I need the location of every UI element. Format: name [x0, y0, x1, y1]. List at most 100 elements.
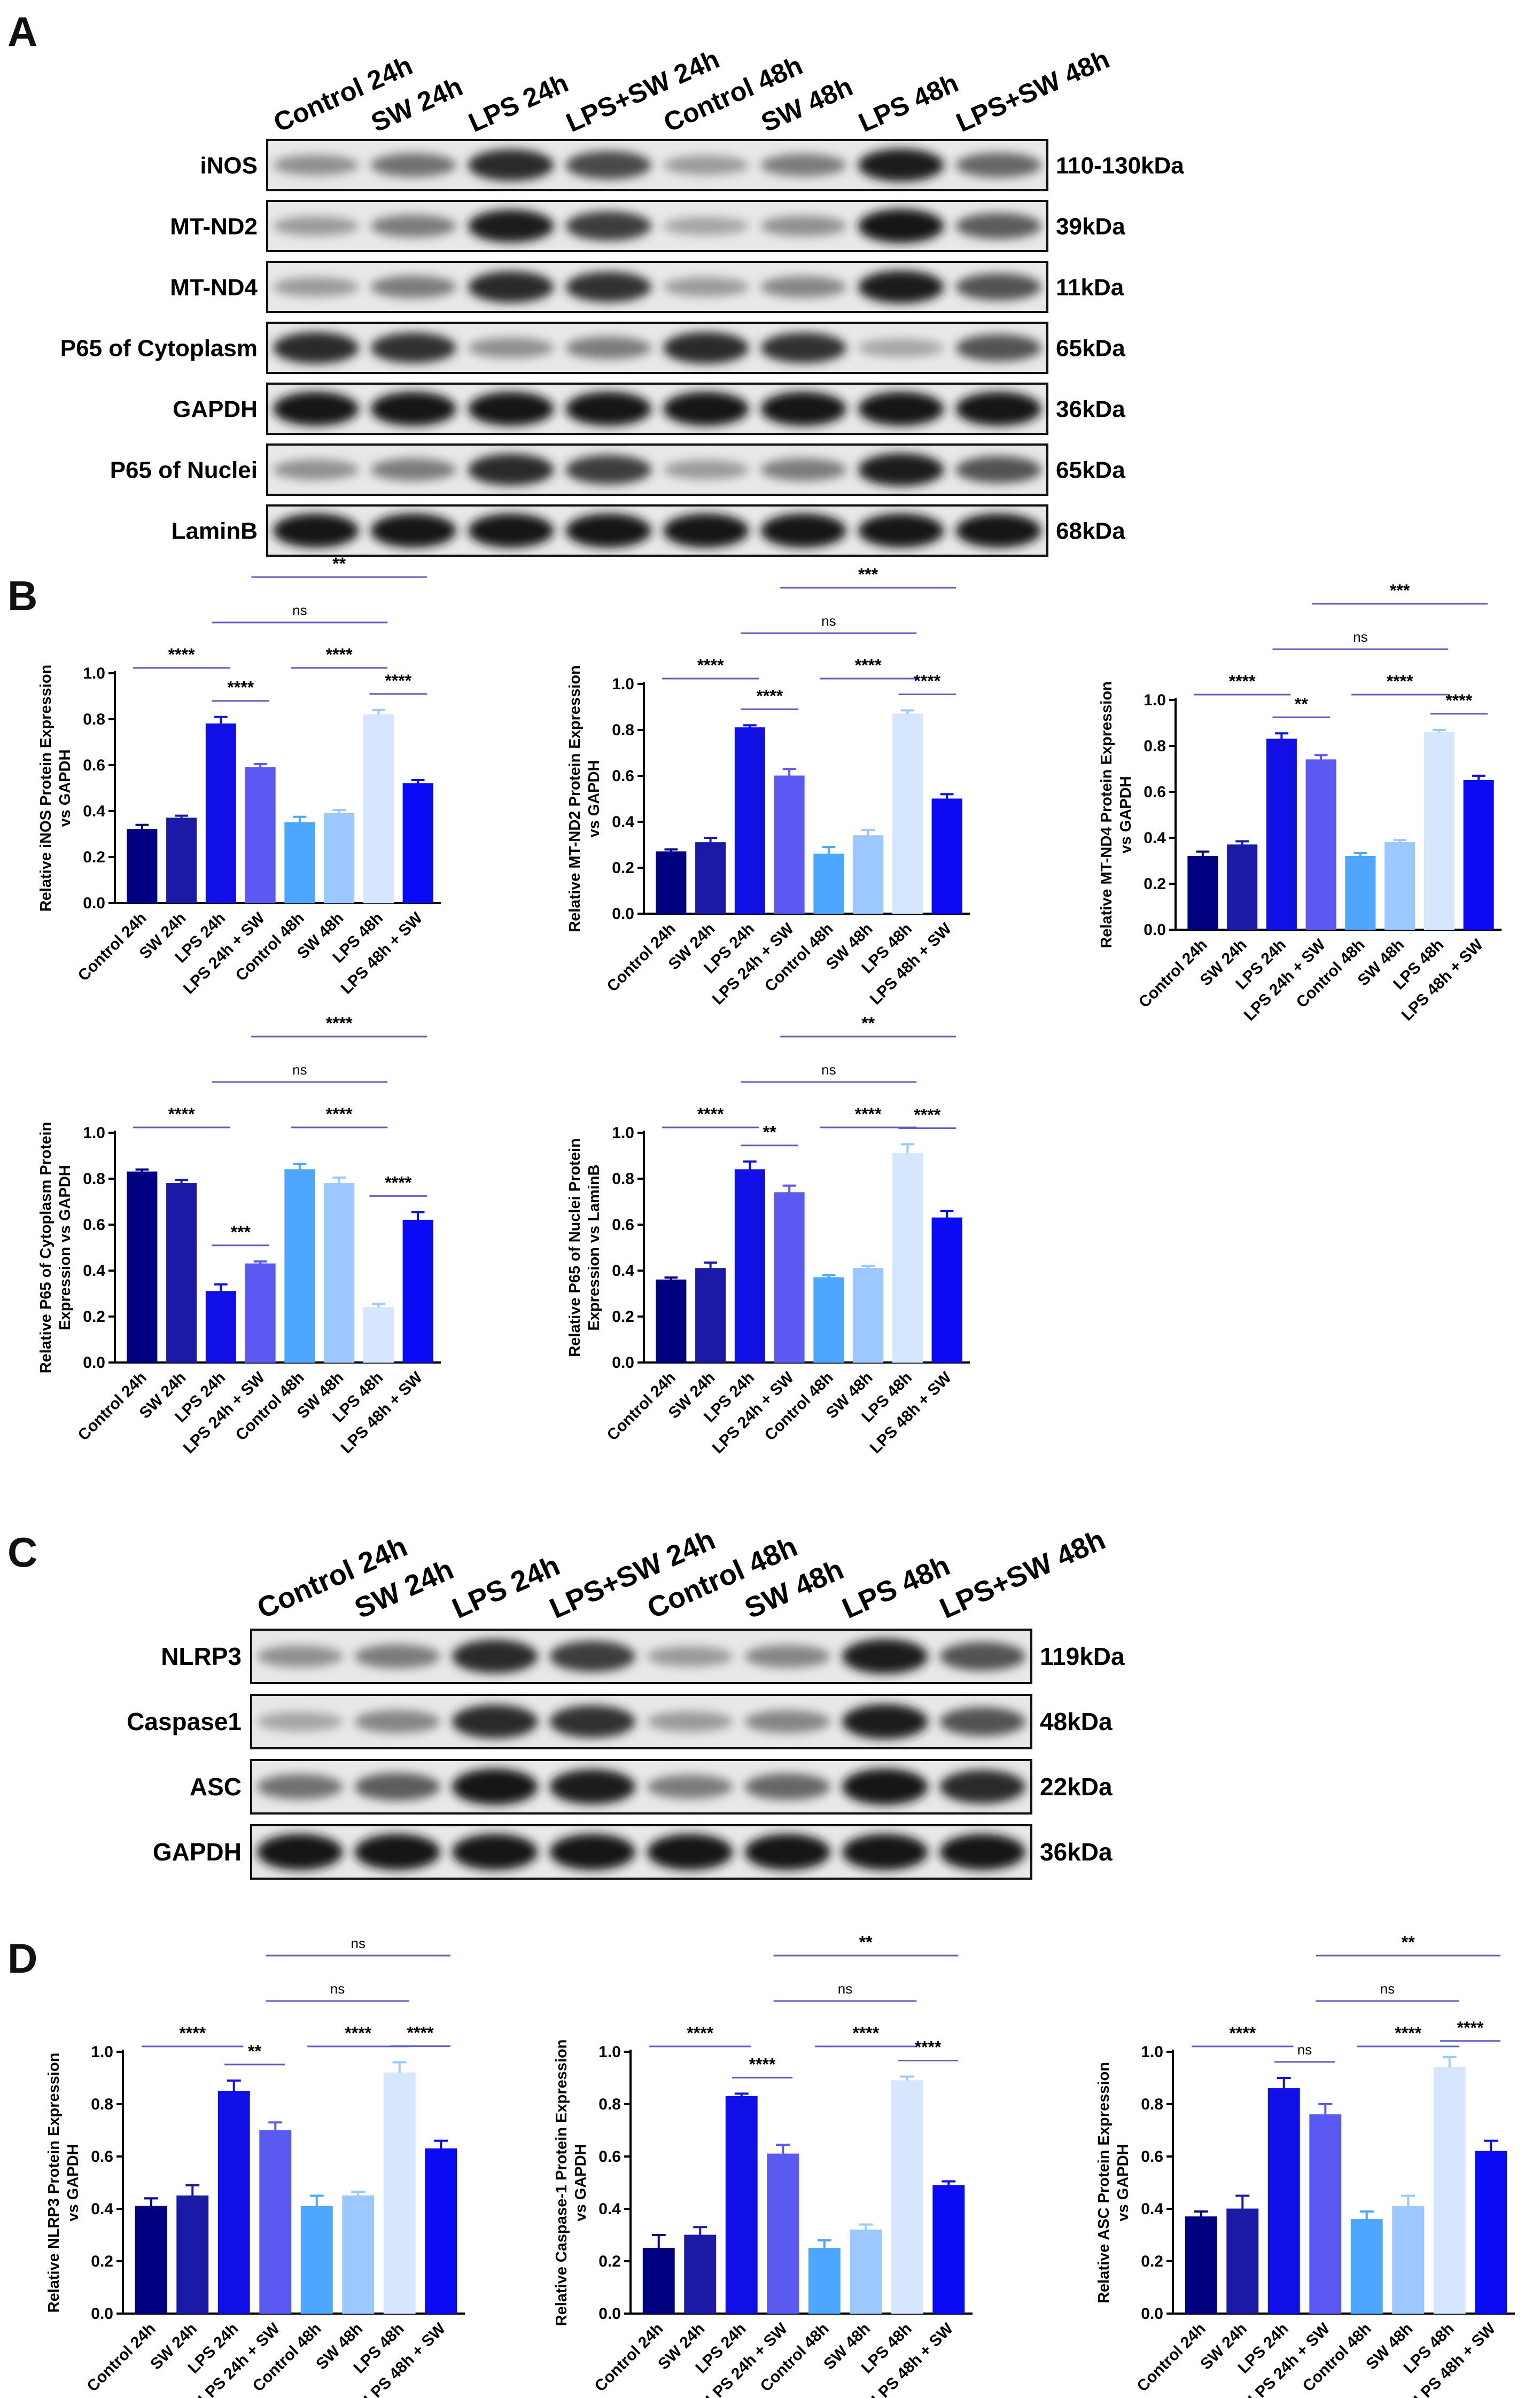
significance-label: ns: [1353, 629, 1367, 645]
bar-3: [774, 775, 805, 914]
bar-5: [1385, 842, 1415, 930]
blot-a-band: [370, 458, 457, 481]
blot-a-kda-label: 39kDa: [1056, 213, 1125, 239]
bar-7: [932, 2185, 965, 2314]
significance-label: ns: [330, 1981, 345, 1997]
panel-letter-c: C: [7, 1529, 38, 1576]
blot-c-band: [452, 1834, 538, 1870]
y-tick-label: 0.2: [612, 859, 634, 877]
blot-a-band: [858, 209, 944, 243]
blot-a-band: [760, 276, 847, 298]
blot-c-band: [452, 1639, 538, 1673]
bar-4: [284, 1169, 315, 1363]
y-tick-label: 0.8: [83, 711, 105, 728]
bar-6: [1433, 2067, 1466, 2314]
y-tick-label: 0.8: [83, 1170, 105, 1188]
blot-a-band: [468, 454, 554, 486]
bar-6: [1424, 731, 1455, 930]
y-tick-label: 0.4: [598, 2200, 621, 2218]
y-tick-label: 0.0: [1144, 921, 1166, 939]
blot-c-band: [647, 1711, 733, 1732]
bar-2: [1266, 738, 1297, 930]
chart-d3: 0.0 0.2 0.4 0.6 0.8 1.0 Relative ASC Protein E…: [1095, 1933, 1515, 2398]
chart-d1: 0.0 0.2 0.4 0.6 0.8 1.0 Relative NLRP3 Protein…: [45, 1935, 465, 2398]
blot-a-kda-label: 11kDa: [1056, 274, 1124, 300]
bar-0: [656, 1279, 687, 1363]
y-tick-label: 0.4: [1144, 829, 1166, 847]
y-tick-label: 1.0: [612, 1124, 634, 1142]
y-tick-label: 1.0: [1141, 2043, 1163, 2061]
blot-a-band: [663, 332, 749, 364]
y-tick-label: 0.0: [598, 2305, 621, 2323]
significance-label: ****: [1395, 2023, 1421, 2043]
blot-a-row: [266, 443, 1048, 496]
blot-a-band: [565, 271, 652, 302]
y-axis-label: Relative iNOS Protein Expression: [37, 665, 55, 912]
blot-a-band: [663, 513, 749, 548]
blot-a-protein-label: P65 of Cytoplasm: [60, 335, 258, 361]
y-tick-label: 0.2: [598, 2253, 621, 2270]
blot-a-band: [273, 277, 359, 297]
y-tick-label: 0.4: [83, 803, 105, 820]
blot-c-band: [256, 1645, 343, 1668]
bar-3: [767, 2153, 799, 2314]
blot-a-band: [468, 149, 554, 181]
bar-2: [734, 1169, 765, 1363]
y-tick-label: 0.6: [612, 767, 634, 785]
bar-1: [695, 842, 726, 914]
y-tick-label: 0.2: [1144, 875, 1166, 893]
blot-c-row: [250, 1694, 1032, 1749]
significance-label: **: [763, 1123, 776, 1142]
bar-3: [774, 1192, 805, 1363]
significance-label: ****: [1229, 672, 1256, 691]
y-tick-label: 1.0: [83, 665, 105, 682]
y-tick-label: 0.4: [91, 2200, 113, 2218]
significance-label: ****: [697, 656, 724, 675]
panel-letter-b: B: [7, 572, 38, 619]
blot-a-protein-label: MT-ND2: [170, 213, 258, 239]
blot-a-band: [955, 152, 1042, 178]
bar-0: [127, 829, 158, 904]
blot-a-band: [858, 338, 944, 357]
chart-b2: 0.0 0.2 0.4 0.6 0.8 1.0 Relative MT-ND2 Protei…: [566, 565, 970, 1008]
blot-c-band: [842, 1834, 928, 1870]
bar-1: [1226, 2208, 1259, 2314]
bar-2: [205, 1291, 236, 1363]
bar-2: [217, 2091, 250, 2314]
blot-c-band: [549, 1769, 636, 1804]
significance-label: **: [859, 1933, 873, 1952]
x-tick-label: Control 24h: [1134, 2320, 1209, 2395]
blot-a-band: [370, 392, 457, 426]
bar-6: [363, 1307, 394, 1363]
bar-0: [656, 851, 687, 914]
significance-label: ****: [326, 1104, 353, 1124]
significance-label: ****: [326, 645, 353, 664]
blot-c-kda-label: 48kDa: [1040, 1708, 1113, 1735]
y-axis-label: vs GAPDH: [572, 2144, 589, 2221]
blot-c-band: [744, 1834, 831, 1870]
bar-5: [850, 2229, 882, 2314]
blot-c-band: [842, 1769, 928, 1805]
y-tick-label: 1.0: [612, 675, 634, 693]
y-tick-label: 1.0: [598, 2043, 621, 2061]
blot-a-band: [468, 209, 554, 243]
bar-6: [363, 714, 394, 904]
y-tick-label: 0.0: [612, 1354, 634, 1372]
blot-c-band: [842, 1704, 928, 1739]
significance-label: ***: [858, 565, 878, 584]
bar-0: [135, 2206, 167, 2314]
y-tick-label: 0.8: [598, 2096, 621, 2113]
bar-7: [1463, 780, 1494, 930]
y-axis-label: vs GAPDH: [1117, 776, 1134, 853]
blot-a-band: [760, 458, 847, 481]
significance-label: ns: [1380, 1981, 1395, 1997]
y-axis-label: Relative MT-ND4 Protein Expression: [1098, 681, 1115, 948]
significance-label: ***: [231, 1223, 251, 1242]
blot-c-band: [354, 1644, 441, 1669]
bar-6: [383, 2072, 416, 2314]
blot-c-band: [647, 1774, 733, 1799]
blot-c-band: [939, 1707, 1026, 1737]
blot-c-band: [452, 1769, 538, 1805]
y-tick-label: 0.6: [598, 2148, 621, 2166]
bar-0: [642, 2248, 675, 2314]
